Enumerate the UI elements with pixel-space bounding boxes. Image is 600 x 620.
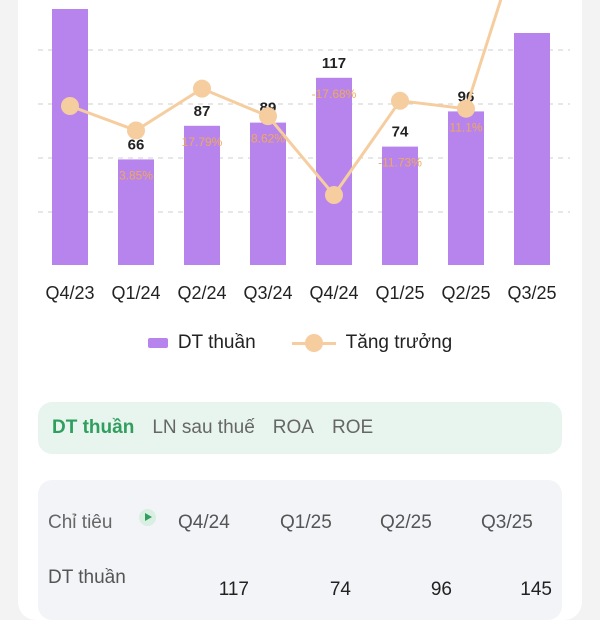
table-cell: 145 (520, 579, 552, 600)
bar-Q2/25 (448, 111, 484, 266)
column-header: Q3/25 (481, 512, 533, 533)
column-header: Q2/25 (380, 512, 432, 533)
x-tick-label: Q2/25 (441, 283, 490, 303)
legend-bar-label: DT thuần (177, 332, 256, 353)
growth-line (69, 0, 503, 198)
legend-line-swatch (291, 333, 336, 353)
table-cell: 74 (329, 579, 351, 600)
x-tick-label: Q3/24 (243, 283, 292, 303)
bar-Q1/24 (118, 159, 154, 265)
bar-Q3/24 (250, 122, 286, 265)
tab-ln-sau-thue[interactable]: LN sau thuế (152, 417, 255, 438)
x-tick-label: Q3/25 (507, 283, 556, 303)
bar-value-label: 74 (392, 124, 409, 141)
x-tick-label: Q1/24 (111, 283, 160, 303)
x-tick-label: Q4/23 (45, 283, 94, 303)
row-name: DT thuần (48, 567, 126, 588)
bar-Q4/24 (316, 77, 352, 265)
growth-point (325, 186, 343, 205)
legend-item-line[interactable]: Tăng trưởng (291, 332, 453, 354)
bar-value-label: 66 (128, 136, 145, 153)
growth-point (457, 99, 475, 118)
legend-item-bar[interactable]: DT thuần (147, 332, 256, 354)
growth-label: 11.1% (449, 120, 482, 134)
bar-Q3/25 (514, 33, 550, 265)
tab-dt-thuan[interactable]: DT thuần (52, 417, 135, 438)
growth-label: 8.62% (251, 132, 285, 146)
growth-point (193, 79, 211, 98)
bar-value-label: 87 (194, 103, 211, 120)
table-cell: 117 (218, 579, 249, 600)
header-chi-tieu: Chỉ tiêu (48, 512, 113, 533)
bar-Q1/25 (382, 146, 418, 265)
tab-roe[interactable]: ROE (331, 417, 374, 438)
x-tick-label: Q4/24 (309, 283, 358, 303)
combo-chart: Q4/2366Q1/2487Q2/2489Q3/24117Q4/2474Q1/2… (38, 0, 570, 303)
growth-point (127, 121, 145, 140)
x-tick-label: Q2/24 (177, 283, 226, 303)
legend-line-label: Tăng trưởng (345, 332, 453, 353)
x-tick-label: Q1/25 (375, 283, 424, 303)
legend-bar-swatch (147, 338, 168, 348)
growth-label: -11.73% (378, 156, 422, 170)
play-icon[interactable] (139, 509, 156, 526)
tab-roa[interactable]: ROA (272, 417, 314, 438)
growth-point (391, 91, 409, 110)
growth-point (259, 107, 277, 126)
bar-Q2/24 (184, 125, 220, 265)
growth-label: -17.68% (312, 87, 357, 101)
bar-Q4/23 (52, 9, 88, 265)
column-header: Q4/24 (178, 512, 230, 533)
table-cell: 96 (430, 579, 452, 600)
growth-point (61, 97, 79, 115)
column-header: Q1/25 (280, 512, 332, 533)
data-table: Chỉ tiêu Q4/24 Q1/25 Q2/25 Q3/25 DT thuầ… (38, 480, 562, 620)
growth-label: 3.85% (119, 168, 153, 182)
chart-legend: DT thuần Tăng trưởng (0, 332, 600, 354)
growth-label: 17.79% (182, 135, 223, 149)
metric-tabs: DT thuần LN sau thuế ROA ROE (38, 402, 562, 454)
bar-value-label: 117 (322, 55, 346, 72)
